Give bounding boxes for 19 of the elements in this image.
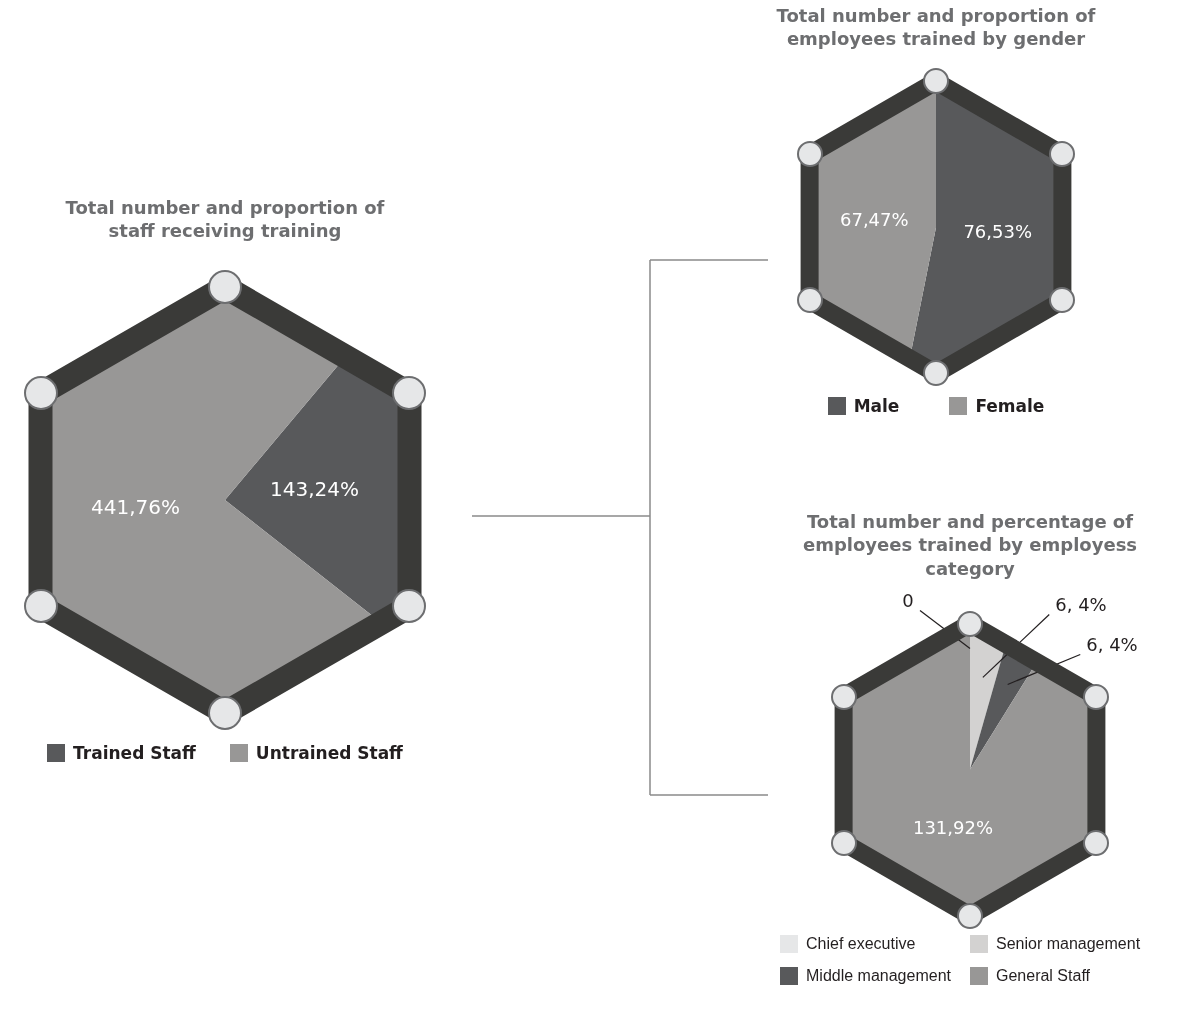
data-label: 131,92% — [912, 816, 994, 838]
chart-title: Total number and percentage of employees trained by employess category — [801, 510, 1139, 581]
chart-title: Total number and proportion of employees trained by gender — [775, 4, 1097, 51]
legend-label: Senior management — [996, 935, 1141, 954]
data-label: 6, 4% — [1086, 634, 1138, 656]
chart-title: Total number and proportion of staff receiving training — [64, 196, 386, 243]
legend-label: General Staff — [996, 967, 1090, 986]
legend-label: Male — [853, 395, 900, 416]
legend-label: Female — [975, 395, 1045, 416]
data-label: 143,24% — [270, 476, 360, 501]
data-label: 76,53% — [963, 221, 1033, 243]
data-label: 6, 4% — [1055, 594, 1107, 616]
legend-label: Middle management — [806, 967, 951, 986]
text: 0 — [902, 590, 914, 612]
data-label: 67,47% — [839, 208, 909, 230]
data-label: 441,76% — [90, 495, 180, 520]
legend-label: Untrained Staff — [255, 742, 403, 763]
legend-label: Trained Staff — [73, 742, 196, 763]
legend-label: Chief executive — [806, 935, 916, 954]
